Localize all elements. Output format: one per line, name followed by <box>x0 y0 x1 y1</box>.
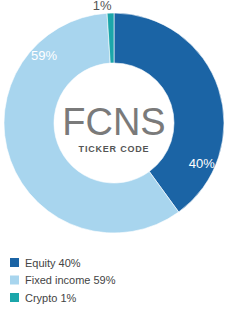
slices <box>4 13 224 233</box>
data-label: 1% <box>93 0 112 13</box>
chart: 40%59%1%FCNSTICKER CODEEquity40%Fixed in… <box>0 0 226 310</box>
center-subtitle: TICKER CODE <box>79 144 150 154</box>
legend-label: Crypto1% <box>25 292 77 304</box>
legend-label: Fixed income59% <box>25 274 116 286</box>
legend-swatch <box>10 258 19 267</box>
legend-category: Crypto <box>25 292 57 304</box>
legend-value: 1% <box>60 292 76 304</box>
legend-category: Equity <box>25 257 56 269</box>
legend-value: 40% <box>59 257 81 269</box>
legend-label: Equity40% <box>25 257 81 269</box>
legend-value: 59% <box>93 274 115 286</box>
data-label: 59% <box>31 48 57 63</box>
slice <box>107 13 114 63</box>
data-label: 40% <box>189 156 215 171</box>
data-labels: 40% 59% 1% <box>31 0 215 171</box>
legend-category: Fixed income <box>25 274 90 286</box>
legend-swatch <box>10 293 19 302</box>
legend-swatch <box>10 276 19 285</box>
center-title: FCNS <box>62 101 165 143</box>
slice <box>4 13 179 233</box>
legend: Equity40% Fixed income59% Crypto1% <box>10 257 116 304</box>
